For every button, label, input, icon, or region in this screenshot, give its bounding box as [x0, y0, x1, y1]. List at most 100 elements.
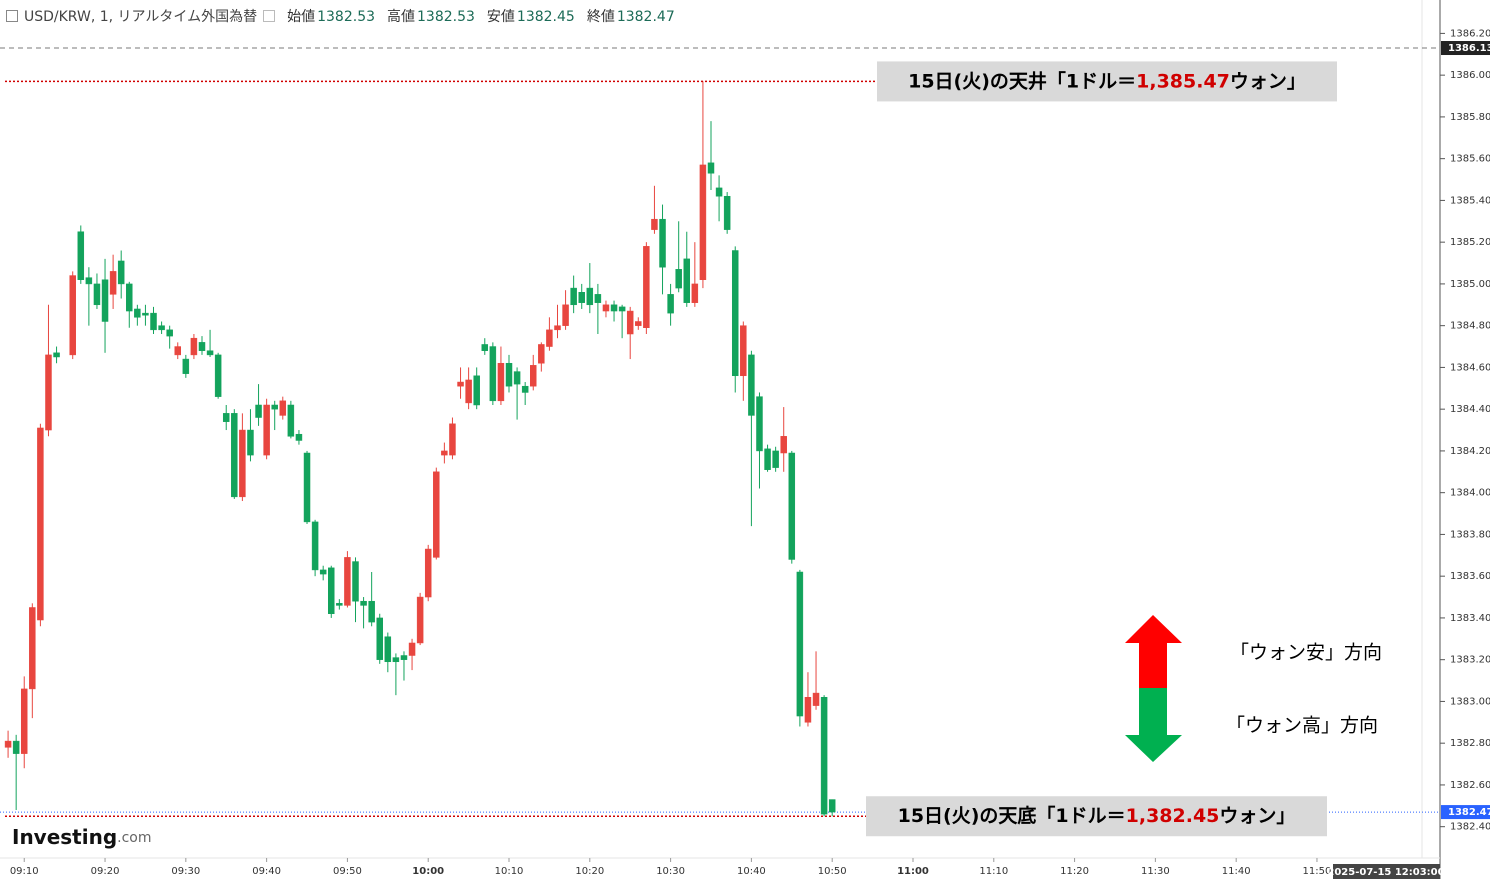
x-tick-label: 10:20: [575, 866, 604, 877]
candle-body: [344, 557, 351, 606]
y-tick-label: 1386.00: [1450, 70, 1490, 81]
candle-body: [53, 352, 60, 358]
candle-body: [400, 655, 408, 660]
candle-body: [126, 283, 133, 312]
candle-body: [69, 275, 76, 356]
x-tick-label: 10:30: [656, 866, 685, 877]
candle-body: [37, 427, 44, 621]
candle-body: [473, 375, 480, 406]
candle-body: [20, 688, 28, 754]
x-tick-label: 09:40: [252, 866, 281, 877]
candle-body: [505, 362, 513, 387]
header: USD/KRW, 1, リアルタイム外国為替 始値 1382.53 高値 1382.5…: [6, 6, 675, 26]
y-tick-label: 1385.20: [1450, 237, 1490, 248]
candle-body: [699, 164, 707, 280]
candle-body: [263, 404, 270, 456]
y-tick-label: 1382.60: [1450, 780, 1490, 791]
candle-body: [691, 283, 699, 303]
candle-body: [554, 325, 561, 331]
candle-body: [513, 371, 521, 385]
candle-body: [214, 354, 222, 397]
candle-body: [715, 187, 723, 197]
y-tick-label: 1384.20: [1450, 446, 1490, 457]
candle-body: [651, 218, 658, 230]
y-tick-label: 1382.40: [1450, 822, 1490, 833]
direction-label: 「ウォン安」方向: [1230, 642, 1382, 664]
y-tick-label: 1385.40: [1450, 195, 1490, 206]
x-tick-label: 10:10: [495, 866, 524, 877]
candle-body: [521, 385, 529, 393]
candle-body: [328, 567, 335, 615]
price-label: 1382.47: [1448, 807, 1490, 818]
candle-body: [424, 548, 432, 598]
candle-body: [247, 429, 254, 456]
candle-body: [497, 362, 505, 402]
candle-body: [319, 569, 327, 575]
candle-body: [295, 433, 303, 441]
candle-body: [85, 277, 93, 285]
candle-body: [780, 436, 787, 454]
candle-body: [538, 344, 545, 364]
candle-body: [190, 337, 198, 356]
y-tick-label: 1384.60: [1450, 362, 1490, 373]
candle-body: [158, 325, 165, 331]
quote-value: 1382.45: [516, 9, 575, 25]
candle-body: [635, 321, 642, 326]
candle-body: [142, 312, 149, 316]
symbol: USD/KRW, 1, リアルタイム外国為替: [24, 9, 258, 25]
candle-body: [336, 603, 343, 606]
candle-body: [433, 471, 440, 558]
candle-body: [748, 354, 755, 416]
candle-body: [796, 571, 804, 717]
candle-body: [12, 740, 20, 754]
price-label-box: [1441, 805, 1490, 820]
candle-body: [206, 350, 214, 356]
annotation-part: 1,385.47: [1136, 70, 1230, 92]
candle-body: [311, 521, 319, 571]
annotation-box: [877, 61, 1337, 102]
candle-body: [675, 269, 682, 289]
y-tick-label: 1383.20: [1450, 655, 1490, 666]
candle-body: [618, 306, 626, 312]
candle-body: [287, 404, 295, 437]
collapse-icon[interactable]: [6, 10, 18, 22]
price-label-box: [1441, 41, 1490, 56]
candle-body: [764, 448, 771, 470]
candle-body: [279, 400, 287, 416]
candle-body: [667, 294, 674, 314]
candle-body: [812, 692, 820, 706]
x-tick-label: 10:40: [737, 866, 766, 877]
x-tick-label: 09:10: [10, 866, 39, 877]
x-tick-label: 11:40: [1222, 866, 1251, 877]
candle-body: [756, 396, 763, 452]
candle-body: [707, 162, 715, 174]
annotation-box: [866, 796, 1327, 837]
candle-body: [255, 404, 262, 418]
candle-body: [117, 260, 125, 285]
y-tick-label: 1383.60: [1450, 571, 1490, 582]
x-tick-label: 10:50: [818, 866, 847, 877]
quote-value: 1382.53: [417, 9, 475, 25]
direction-label: 「ウォン高」方向: [1226, 715, 1378, 737]
settings-icon[interactable]: [263, 10, 276, 22]
candle-body: [239, 429, 246, 498]
quote-value: 1382.53: [317, 9, 376, 25]
candle-body: [481, 344, 489, 351]
candle-body: [594, 294, 602, 303]
y-tick-label: 1385.00: [1450, 279, 1490, 290]
candle-body: [182, 358, 190, 374]
time-box: [1333, 864, 1440, 879]
candle-body: [441, 450, 448, 456]
time-label: 2025-07-15 12:03:00: [1327, 867, 1444, 878]
candle-body: [352, 561, 359, 602]
x-tick-label: 10:00: [412, 866, 444, 877]
candle-body: [222, 413, 230, 422]
x-tick-label: 11:20: [1060, 866, 1089, 877]
y-tick-label: 1384.00: [1450, 488, 1490, 499]
y-tick-label: 1383.80: [1450, 529, 1490, 540]
quote-label: 終値 1382.47: [586, 9, 675, 25]
candle-body: [562, 304, 569, 326]
candle-body: [101, 279, 109, 322]
candle-body: [376, 617, 383, 660]
